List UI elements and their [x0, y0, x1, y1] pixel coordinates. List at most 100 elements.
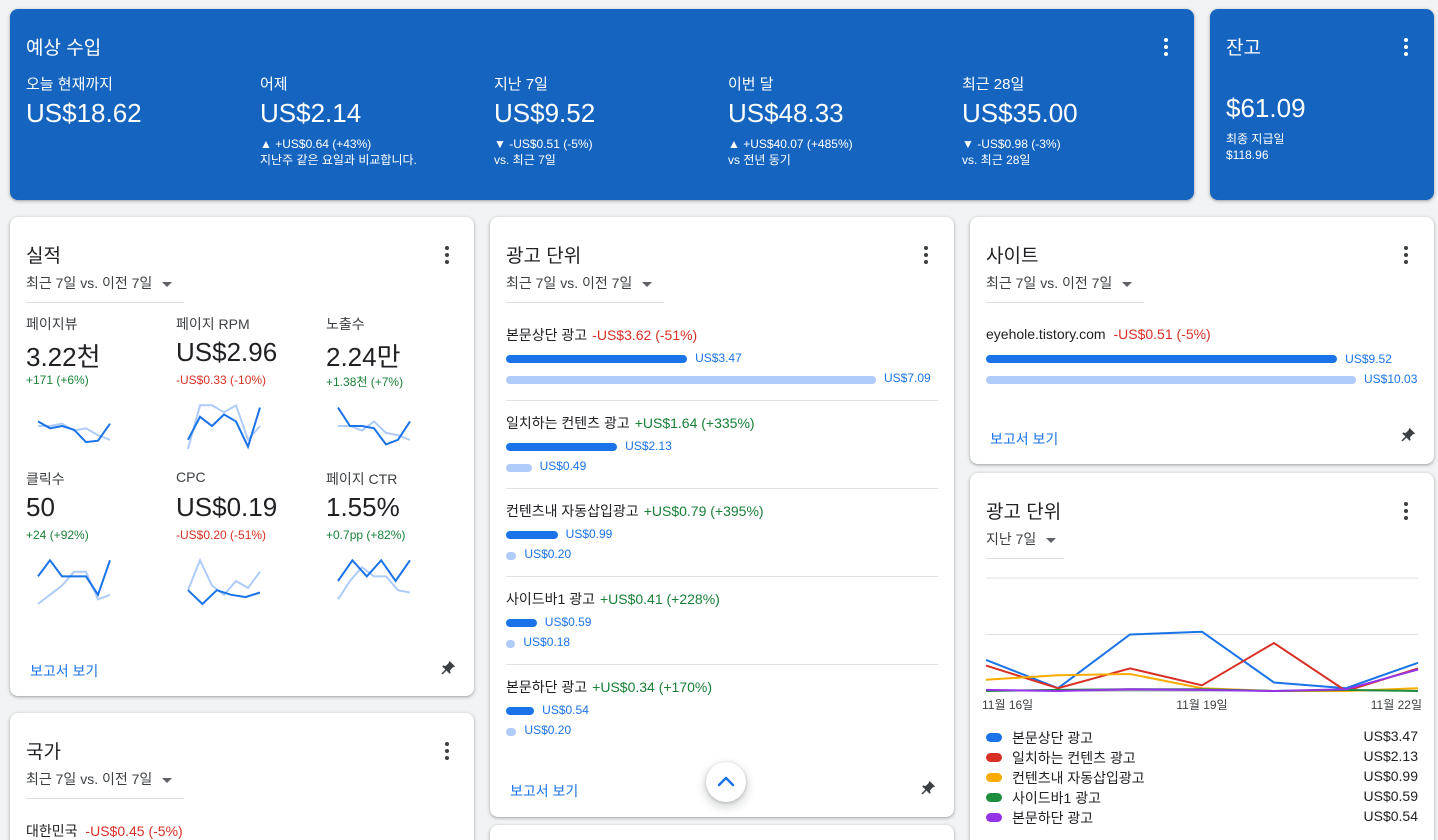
- balance-card: 잔고 $61.09 최종 지급일 $118.96: [1210, 9, 1434, 200]
- metric-delta: -US$0.33 (-10%): [176, 373, 267, 387]
- legend-item: 사이드바1 광고 US$0.59: [986, 788, 1418, 808]
- arrow-drop-down-icon: [1046, 537, 1057, 543]
- metric-delta: +171 (+6%): [26, 373, 89, 387]
- earnings-value: US$2.14: [260, 98, 362, 128]
- series-line: [985, 630, 1419, 690]
- sparkline-current: [187, 407, 261, 450]
- dropdown-label: 최근 7일 vs. 이전 7일: [26, 771, 153, 787]
- ad-unit-row[interactable]: 본문하단 광고 +US$0.34 (+170%): [506, 677, 938, 697]
- earnings-period-label: 최근 28일: [962, 76, 1025, 93]
- push-pin-icon[interactable]: [1398, 427, 1416, 445]
- country-card: 국가 최근 7일 vs. 이전 7일 대한민국 -US$0.45 (-5%): [10, 713, 474, 840]
- row-divider: [506, 400, 938, 401]
- ad-units-report-link[interactable]: 보고서 보기: [510, 783, 579, 799]
- earnings-period-label: 오늘 현재까지: [26, 76, 113, 93]
- site-previous-amount: US$10.03: [1364, 372, 1418, 386]
- ad-unit-previous-bar: [506, 552, 517, 560]
- more-vert-icon[interactable]: [1404, 246, 1408, 264]
- ad-unit-current-amount: US$2.13: [625, 439, 672, 453]
- sites-period-dropdown[interactable]: 최근 7일 vs. 이전 7일: [986, 273, 1144, 303]
- ad-unit-name: 본문상단 광고: [506, 327, 588, 343]
- ad-unit-row[interactable]: 사이드바1 광고 +US$0.41 (+228%): [506, 589, 938, 609]
- earnings-value: US$18.62: [26, 98, 142, 128]
- ad-units-card: 광고 단위 최근 7일 vs. 이전 7일 보고서 보기 본문상단 광고 -US$…: [490, 217, 954, 817]
- legend-name: 사이드바1 광고: [1012, 790, 1101, 806]
- metric-label: 페이지뷰: [26, 316, 78, 332]
- legend-value: US$3.47: [1363, 728, 1418, 744]
- sparkline-chart: [37, 558, 111, 605]
- earnings-period-label: 어제: [260, 76, 288, 93]
- last-payment-label: 최종 지급일: [1226, 132, 1285, 146]
- ad-unit-delta: +US$0.34 (+170%): [592, 679, 713, 695]
- ad-unit-row[interactable]: 일치하는 컨텐츠 광고 +US$1.64 (+335%): [506, 413, 938, 433]
- balance-value: $61.09: [1226, 93, 1306, 123]
- sparkline-chart: [187, 403, 261, 450]
- scroll-to-top-button[interactable]: [706, 762, 746, 802]
- country-row[interactable]: 대한민국 -US$0.45 (-5%): [26, 821, 183, 840]
- country-period-dropdown[interactable]: 최근 7일 vs. 이전 7일: [26, 769, 184, 799]
- more-vert-icon[interactable]: [1164, 38, 1168, 56]
- series-line: [985, 668, 1419, 693]
- ad-unit-delta: -US$3.62 (-51%): [592, 327, 698, 343]
- ad-unit-row[interactable]: 본문상단 광고 -US$3.62 (-51%): [506, 325, 938, 345]
- country-name: 대한민국: [26, 823, 78, 839]
- site-previous-bar: [986, 376, 1356, 384]
- metric-value: 1.55%: [326, 492, 400, 522]
- sparkline-chart: [187, 557, 261, 606]
- legend-name: 본문상단 광고: [1012, 730, 1094, 746]
- metric-label: 클릭수: [26, 471, 65, 487]
- performance-period-dropdown[interactable]: 최근 7일 vs. 이전 7일: [26, 273, 184, 303]
- metric-delta: +1.38천 (+7%): [326, 375, 404, 389]
- push-pin-icon[interactable]: [918, 780, 936, 798]
- ad-unit-delta: +US$0.79 (+395%): [643, 503, 764, 519]
- ad-unit-row[interactable]: 컨텐츠내 자동삽입광고 +US$0.79 (+395%): [506, 501, 938, 521]
- arrow-drop-down-icon: [162, 281, 173, 287]
- sites-report-link[interactable]: 보고서 보기: [990, 431, 1059, 447]
- earnings-compare: vs 전년 동기: [728, 153, 791, 167]
- legend-item: 일치하는 컨텐츠 광고 US$2.13: [986, 748, 1418, 768]
- row-divider: [506, 576, 938, 577]
- site-delta: -US$0.51 (-5%): [1113, 326, 1211, 342]
- metric-delta: +24 (+92%): [26, 528, 89, 542]
- legend-value: US$2.13: [1363, 748, 1418, 764]
- more-vert-icon[interactable]: [1404, 38, 1408, 56]
- x-tick-label: 11월 19일: [1176, 698, 1227, 712]
- metric-label: CPC: [176, 469, 206, 485]
- series-line: [985, 641, 1419, 693]
- sparkline-current: [37, 558, 111, 598]
- site-row[interactable]: eyehole.tistory.com -US$0.51 (-5%): [986, 326, 1211, 342]
- sparkline-previous: [37, 570, 111, 605]
- ad-unit-current-bar: [506, 531, 558, 539]
- arrow-drop-down-icon: [642, 281, 653, 287]
- ad-unit-name: 일치하는 컨텐츠 광고: [506, 415, 630, 431]
- earnings-change: ▲ +US$40.07 (+485%): [728, 137, 853, 151]
- performance-card: 실적 최근 7일 vs. 이전 7일 보고서 보기 페이지뷰 3.22천 +171 …: [10, 217, 474, 696]
- push-pin-icon[interactable]: [438, 660, 456, 678]
- ad-unit-delta: +US$0.41 (+228%): [599, 591, 720, 607]
- series-line: [985, 672, 1419, 692]
- ad-unit-previous-bar: [506, 376, 876, 384]
- ad-unit-previous-amount: US$0.49: [539, 459, 587, 473]
- more-vert-icon[interactable]: [445, 742, 449, 760]
- sparkline-previous: [187, 557, 261, 597]
- metric-delta: -US$0.20 (-51%): [176, 528, 267, 542]
- ad-unit-previous-bar: [506, 464, 532, 472]
- country-title: 국가: [26, 742, 61, 763]
- metric-value: 50: [26, 492, 55, 522]
- ad-units-period-dropdown[interactable]: 최근 7일 vs. 이전 7일: [506, 273, 664, 303]
- more-vert-icon[interactable]: [1404, 502, 1408, 520]
- performance-report-link[interactable]: 보고서 보기: [30, 663, 99, 679]
- chart-period-dropdown[interactable]: 지난 7일: [986, 529, 1064, 559]
- row-divider: [506, 488, 938, 489]
- legend-item: 컨텐츠내 자동삽입광고 US$0.99: [986, 768, 1418, 788]
- earnings-period-label: 이번 달: [728, 76, 774, 93]
- more-vert-icon[interactable]: [445, 246, 449, 264]
- ad-unit-current-bar: [506, 619, 537, 627]
- metric-value: US$0.19: [176, 492, 278, 522]
- next-card-stub: [490, 825, 954, 840]
- metric-delta: +0.7pp (+82%): [326, 528, 406, 542]
- row-divider: [506, 664, 938, 665]
- more-vert-icon[interactable]: [924, 246, 928, 264]
- sparkline-previous: [337, 565, 411, 600]
- chevron-up-icon: [717, 776, 735, 787]
